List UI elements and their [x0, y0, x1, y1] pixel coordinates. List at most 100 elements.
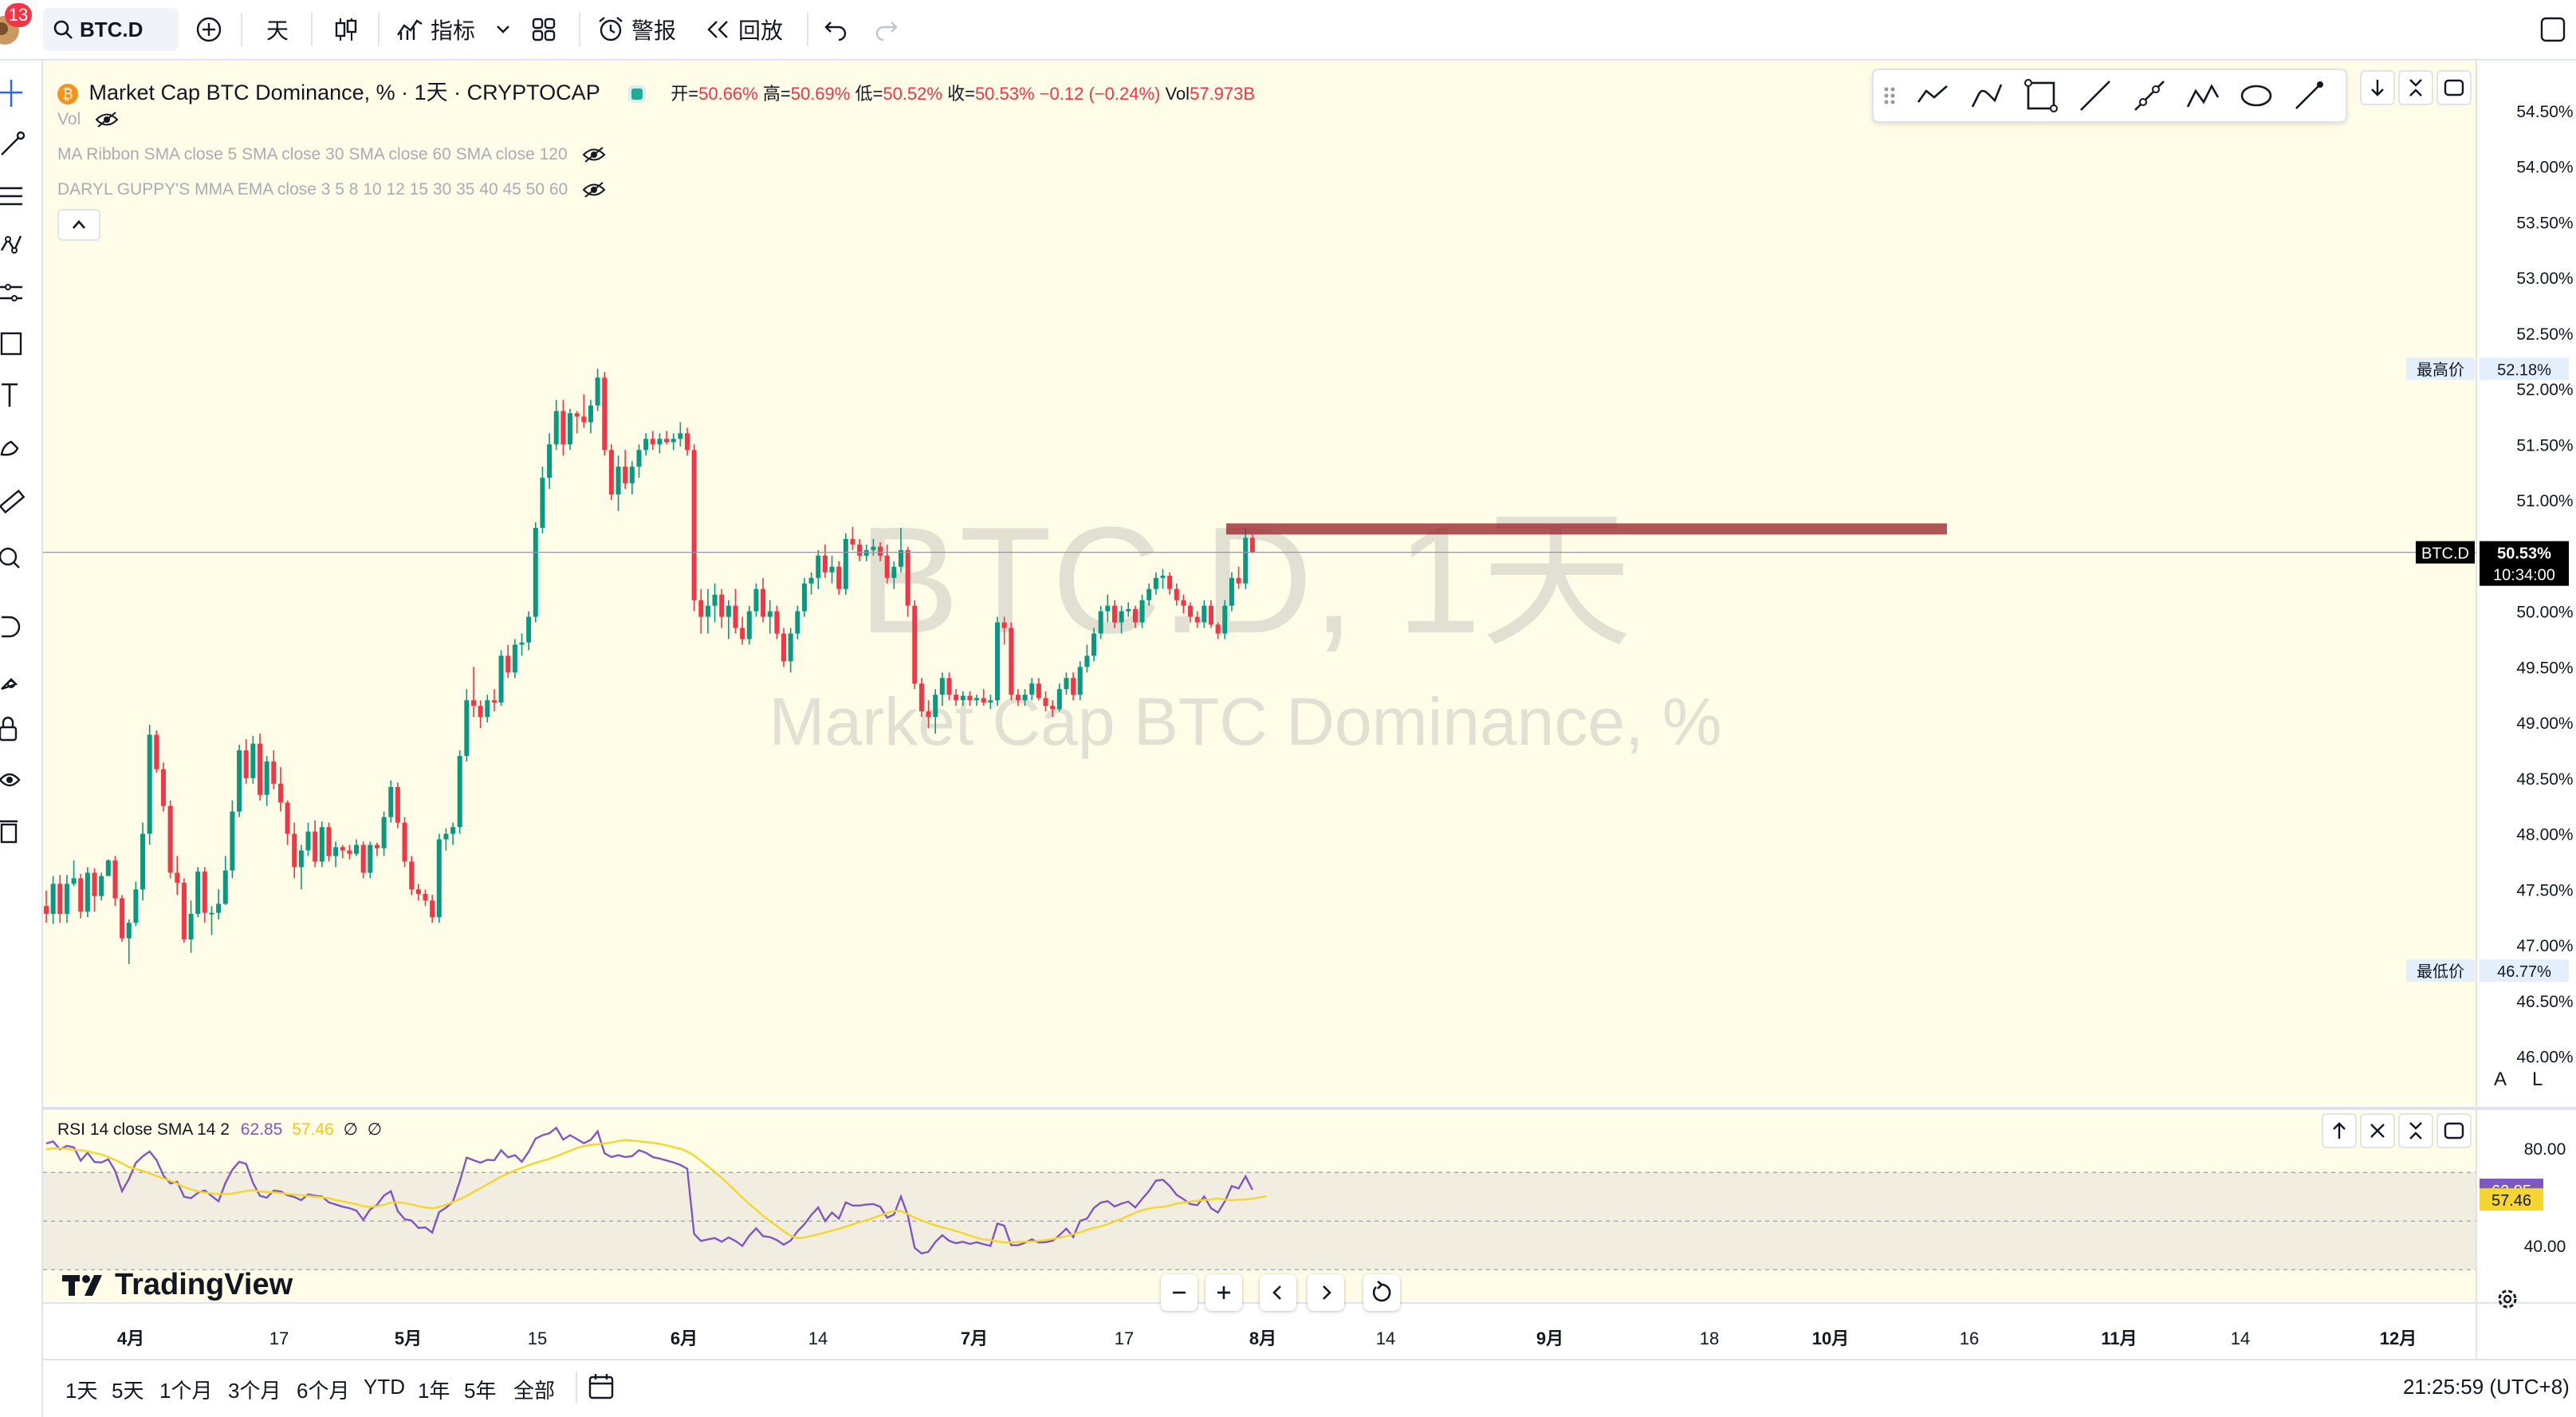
calendar-icon[interactable]	[587, 1372, 617, 1402]
forecast-icon[interactable]	[0, 277, 32, 309]
magnet-icon[interactable]	[0, 611, 32, 643]
pattern-icon[interactable]	[0, 230, 32, 262]
interval-button[interactable]: 天	[265, 18, 289, 43]
candle-body	[326, 827, 332, 856]
delete-pane-button[interactable]	[2360, 1113, 2395, 1148]
candle-body	[781, 633, 787, 662]
polyline-tool-icon[interactable]	[1915, 78, 1950, 113]
auto-scale-button[interactable]: A	[2494, 1069, 2507, 1090]
rectangle-tool-icon[interactable]	[2023, 78, 2059, 113]
candle-body	[498, 655, 504, 703]
trend-line-icon[interactable]	[0, 129, 32, 161]
fib-retracement-icon[interactable]	[0, 180, 32, 212]
eye-crossed-icon[interactable]	[582, 181, 606, 199]
scroll-left-button[interactable]	[1260, 1274, 1296, 1311]
rsi-legend[interactable]: RSI 14 close SMA 14 2 62.85 57.46 ∅ ∅	[57, 1120, 382, 1140]
range-1d-button[interactable]: 1天	[65, 1379, 98, 1403]
candle-body	[857, 544, 863, 556]
compare-symbol-button[interactable]	[191, 8, 226, 51]
ray-tool-icon[interactable]	[2132, 78, 2167, 113]
fullscreen-button[interactable]	[2535, 8, 2570, 51]
candle-body	[519, 642, 525, 645]
time-tick-label: 12月	[2380, 1328, 2417, 1348]
rectangle-icon[interactable]	[0, 329, 32, 360]
eye-icon[interactable]	[0, 764, 32, 796]
candle-body	[719, 594, 725, 617]
collapse-rsi-pane-button[interactable]	[2398, 1113, 2433, 1148]
move-pane-up-button[interactable]	[2322, 1113, 2357, 1148]
main-legend: ₿ Market Cap BTC Dominance, % · 1天 · CRY…	[57, 75, 1255, 106]
stay-drawing-icon[interactable]	[0, 662, 32, 694]
indicator-templates-button[interactable]	[491, 8, 515, 51]
move-pane-down-button[interactable]	[2360, 70, 2395, 105]
range-ytd-button[interactable]: YTD	[364, 1375, 405, 1399]
chart-canvas[interactable]: BTC.D, 1天 Market Cap BTC Dominance, % 54…	[43, 61, 2576, 1359]
candle-body	[1111, 605, 1117, 623]
alert-button[interactable]: 警报	[596, 8, 684, 51]
study-legend-guppy[interactable]: DARYL GUPPY'S MMA EMA close 3 5 8 10 12 …	[57, 180, 606, 199]
ellipse-tool-icon[interactable]	[2239, 78, 2274, 113]
time-axis-settings-button[interactable]	[2494, 1285, 2521, 1313]
study-legend-vol[interactable]: Vol	[57, 110, 119, 129]
ruler-icon[interactable]	[0, 486, 32, 518]
collapse-pane-button[interactable]	[2398, 70, 2433, 105]
lock-icon[interactable]	[0, 713, 32, 745]
clock[interactable]: 21:25:59 (UTC+8)	[2403, 1375, 2570, 1399]
range-all-button[interactable]: 全部	[513, 1379, 556, 1403]
candle-body	[547, 444, 553, 478]
range-6m-button[interactable]: 6个月	[297, 1379, 350, 1403]
candle-body	[946, 678, 952, 695]
candle-body	[133, 889, 139, 923]
eye-crossed-icon[interactable]	[582, 146, 606, 163]
legend-title[interactable]: Market Cap BTC Dominance, % · 1天 · CRYPT…	[88, 81, 600, 104]
replay-button[interactable]: 回放	[705, 8, 792, 51]
symbol-search[interactable]: BTC.D	[43, 8, 179, 51]
arrow-tool-icon[interactable]	[2291, 78, 2326, 113]
path-tool-icon[interactable]	[1969, 78, 2004, 113]
maximize-pane-button[interactable]	[2436, 70, 2472, 105]
xabcd-pattern-icon[interactable]	[2185, 78, 2220, 113]
text-icon[interactable]	[0, 380, 32, 411]
redo-button[interactable]	[869, 8, 904, 51]
candle-body	[801, 583, 807, 612]
range-5d-button[interactable]: 5天	[112, 1379, 144, 1403]
zoom-in-icon[interactable]	[0, 544, 32, 576]
range-3m-button[interactable]: 3个月	[228, 1379, 281, 1403]
collapse-legend-button[interactable]	[57, 209, 100, 241]
zoom-out-button[interactable]	[1161, 1274, 1198, 1311]
resistance-zone-layer[interactable]	[1226, 523, 1947, 535]
chart-type-button[interactable]	[328, 8, 364, 51]
candle-body	[684, 433, 690, 451]
candle-body	[1209, 605, 1214, 625]
candle-body	[1050, 706, 1056, 710]
maximize-rsi-pane-button[interactable]	[2436, 1113, 2472, 1148]
candle-body	[988, 700, 993, 703]
study-legend-ma-ribbon[interactable]: MA Ribbon SMA close 5 SMA close 30 SMA c…	[57, 145, 606, 164]
log-scale-button[interactable]: L	[2532, 1069, 2543, 1090]
candle-body	[415, 889, 421, 894]
layout-button[interactable]	[526, 8, 561, 51]
undo-button[interactable]	[818, 8, 853, 51]
line-tool-icon[interactable]	[2078, 78, 2113, 113]
candle-body	[44, 906, 49, 915]
range-5y-button[interactable]: 5年	[464, 1379, 497, 1403]
reset-chart-button[interactable]	[1363, 1274, 1400, 1311]
range-1y-button[interactable]: 1年	[418, 1379, 450, 1403]
candle-body	[1009, 628, 1014, 695]
scroll-right-button[interactable]	[1308, 1274, 1344, 1311]
indicators-button[interactable]: 指标	[395, 8, 483, 51]
time-axis[interactable]: 4月 17 5月 15 6月 14 7月 17 8月 14 9月 18 10月 16 11月 14 12月	[117, 1328, 2417, 1348]
eye-crossed-icon[interactable]	[95, 111, 119, 128]
drag-handle-icon[interactable]	[1880, 78, 1899, 113]
market-status-icon[interactable]	[627, 85, 646, 103]
tradingview-logo[interactable]: TradingView	[62, 1268, 293, 1302]
candle-body	[160, 769, 166, 806]
trash-icon[interactable]	[0, 815, 32, 847]
range-1m-button[interactable]: 1个月	[159, 1379, 213, 1403]
price-axis[interactable]: 54.50% 54.00% 53.50% 53.00% 52.50% 52.00% 51.5…	[2516, 103, 2573, 1067]
brush-icon[interactable]	[0, 431, 32, 462]
zoom-in-button[interactable]	[1205, 1274, 1242, 1311]
crosshair-icon[interactable]	[0, 78, 32, 110]
notification-badge[interactable]: 13	[5, 3, 32, 27]
